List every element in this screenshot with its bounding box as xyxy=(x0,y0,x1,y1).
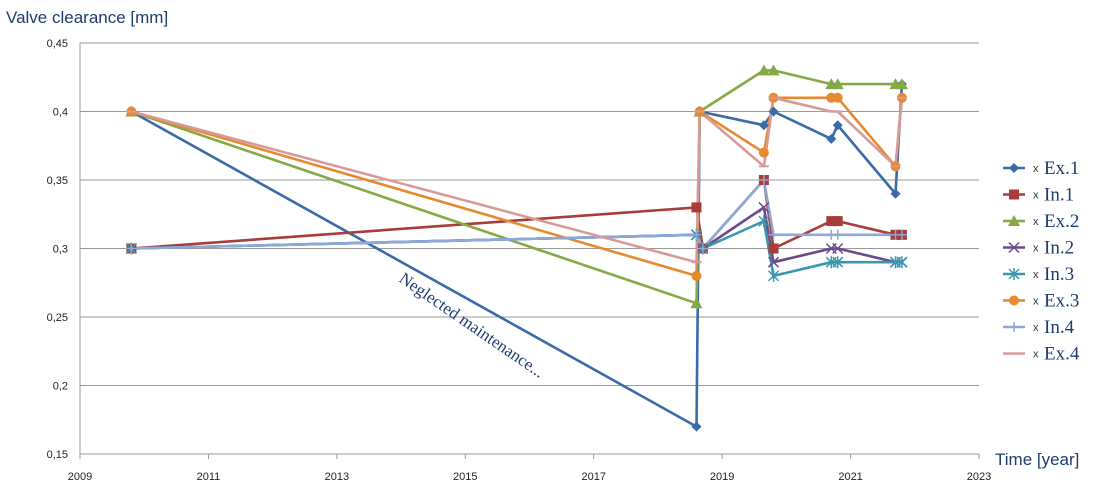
y-tick-label: 0,2 xyxy=(53,381,68,393)
data-point-in-2 xyxy=(767,256,780,268)
data-point-in-4 xyxy=(832,229,843,240)
series-markers xyxy=(125,64,908,432)
y-tick-label: 0,25 xyxy=(47,312,68,324)
data-point-ex-1 xyxy=(890,188,901,199)
legend-label: Ex.3 xyxy=(1044,291,1079,312)
legend-label: In.4 xyxy=(1044,317,1075,338)
legend-label: Ex.4 xyxy=(1044,344,1080,365)
x-tick-label: 2009 xyxy=(68,471,92,483)
data-point-in-4 xyxy=(126,243,137,254)
data-point-in-4 xyxy=(758,175,769,185)
legend-swatch-marker xyxy=(1009,322,1019,332)
data-point-in-1 xyxy=(691,202,702,213)
x-tick-label: 2013 xyxy=(325,471,349,483)
data-point-ex-1 xyxy=(691,421,702,432)
legend-item-in-4: x In.4 xyxy=(1003,317,1075,338)
legend-item-in-3: x In.3 xyxy=(1003,264,1074,285)
data-point-in-3 xyxy=(758,215,770,228)
data-point-ex-2 xyxy=(690,297,703,309)
legend-swatch-marker xyxy=(1009,189,1019,200)
legend-swatch-marker xyxy=(1009,295,1019,306)
series-line-ex-3 xyxy=(131,96,904,278)
data-point-ex-1 xyxy=(826,133,837,144)
legend-item-ex-1: x Ex.1 xyxy=(1003,158,1079,179)
legend-marker-prefix: x xyxy=(1033,190,1039,202)
data-point-in-2 xyxy=(832,242,844,255)
axes: 0,15 0,2 0,25 0,3 0,35 0,4 0,45 2009 2011 2013 201… xyxy=(47,38,992,483)
legend-marker-prefix: x xyxy=(1033,296,1039,308)
y-tick-label: 0,45 xyxy=(47,38,68,50)
legend-label: In.2 xyxy=(1044,238,1074,259)
legend-item-in-2: x In.2 xyxy=(1003,238,1074,259)
legend-marker-prefix: x xyxy=(1033,269,1039,281)
x-tick-label: 2017 xyxy=(581,471,605,483)
data-point-ex-3 xyxy=(691,270,702,281)
data-point-ex-2 xyxy=(831,78,844,90)
data-point-in-2 xyxy=(758,201,770,213)
x-tick-label: 2021 xyxy=(838,471,862,483)
data-point-ex-2 xyxy=(757,64,770,76)
x-tick-label: 2011 xyxy=(197,471,221,483)
data-point-ex-3 xyxy=(758,147,769,158)
data-point-in-1 xyxy=(832,216,843,227)
x-tick-label: 2015 xyxy=(453,471,477,483)
data-point-in-1 xyxy=(826,216,837,227)
x-axis-title: Time [year] xyxy=(995,450,1079,469)
legend-marker-prefix: x xyxy=(1033,163,1039,175)
data-point-in-3 xyxy=(896,256,908,269)
data-point-ex-3 xyxy=(832,92,843,103)
data-point-in-4 xyxy=(691,229,702,240)
y-tick-label: 0,4 xyxy=(53,107,68,119)
legend-item-in-1: x In.1 xyxy=(1003,185,1074,206)
y-tick-label: 0,15 xyxy=(47,449,68,461)
x-tick-label: 2019 xyxy=(710,471,734,483)
series-line-ex-1 xyxy=(130,84,904,428)
legend-item-ex-2: x Ex.2 xyxy=(1003,211,1079,232)
y-tick-label: 0,3 xyxy=(53,244,68,256)
y-tick-label: 0,35 xyxy=(47,175,68,187)
legend-item-ex-4: x Ex.4 xyxy=(1003,344,1080,365)
legend-swatch-marker xyxy=(1008,215,1020,226)
x-tick-label: 2023 xyxy=(967,471,991,483)
data-point-in-4 xyxy=(768,229,779,240)
data-point-ex-2 xyxy=(767,64,780,76)
data-point-in-3 xyxy=(832,256,844,269)
legend-swatch-marker xyxy=(1009,163,1019,173)
legend-swatch-marker xyxy=(1008,268,1020,280)
data-point-ex-1 xyxy=(758,120,769,131)
data-point-in-1 xyxy=(768,243,779,254)
data-point-in-4 xyxy=(697,243,708,254)
legend-marker-prefix: x xyxy=(1033,243,1039,255)
legend-item-ex-3: x Ex.3 xyxy=(1003,291,1079,312)
legend-label: In.1 xyxy=(1044,185,1074,206)
y-axis-title: Valve clearance [mm] xyxy=(6,8,168,27)
legend-label: Ex.2 xyxy=(1044,211,1079,232)
series-line-ex-2 xyxy=(130,69,902,305)
data-point-ex-1 xyxy=(768,106,779,117)
data-point-ex-1 xyxy=(832,120,843,131)
data-point-ex-2 xyxy=(895,78,908,90)
legend: x Ex.1 x In.1 x Ex.2 x In.2 x In.3 x Ex.3 x In.4 x Ex.4 xyxy=(1003,158,1080,365)
data-point-in-4 xyxy=(896,229,907,240)
annotation-neglected-maintenance: Neglected maintenance... xyxy=(396,269,548,382)
data-point-in-3 xyxy=(767,269,780,282)
gridlines xyxy=(80,42,979,455)
legend-label: Ex.1 xyxy=(1044,158,1079,179)
legend-marker-prefix: x xyxy=(1033,322,1039,334)
legend-marker-prefix: x xyxy=(1033,216,1039,228)
legend-label: In.3 xyxy=(1044,264,1074,285)
legend-swatch-marker xyxy=(1008,241,1020,254)
legend-marker-prefix: x xyxy=(1033,349,1039,361)
